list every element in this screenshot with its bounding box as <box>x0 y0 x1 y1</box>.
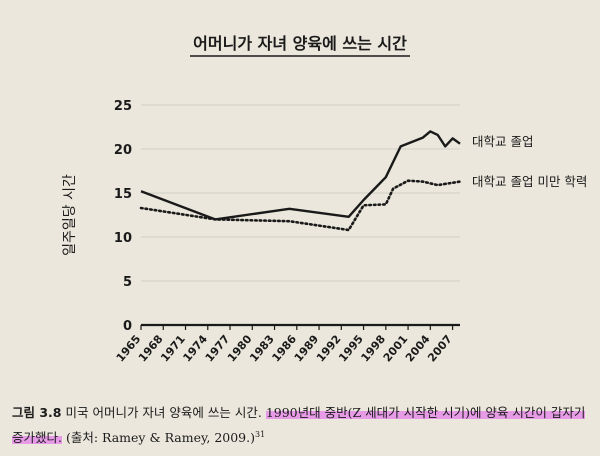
figure-caption: 그림 3.8 미국 어머니가 자녀 양육에 쓰는 시간. 1990년대 중반(Z… <box>12 402 592 449</box>
caption-text: 미국 어머니가 자녀 양육에 쓰는 시간. <box>65 405 262 420</box>
caption-footnote: 31 <box>254 430 266 439</box>
x-tick-labels: 1965196819711974197719801983198619891992… <box>114 325 455 364</box>
series-line-college-grad <box>140 130 461 221</box>
y-tick-label: 20 <box>114 143 132 158</box>
y-tick-label: 25 <box>114 99 132 114</box>
y-tick-label: 5 <box>123 275 132 290</box>
legend-below-college: 대학교 졸업 미만 학력 <box>472 174 587 189</box>
chart-title: 어머니가 자녀 양육에 쓰는 시간 <box>193 34 407 53</box>
y-tick-labels: 0 5 10 15 20 25 <box>114 99 132 334</box>
gridlines <box>141 104 460 327</box>
y-tick-label: 10 <box>114 231 132 246</box>
legend-college-grad: 대학교 졸업 <box>472 134 533 149</box>
chart: 어머니가 자녀 양육에 쓰는 시간 0 5 10 15 20 25 19651968197… <box>62 34 587 364</box>
x-tick-label: 2007 <box>425 333 455 365</box>
y-tick-label: 15 <box>114 187 132 202</box>
series-line-below-college <box>139 179 462 232</box>
y-tick-label: 0 <box>123 319 132 334</box>
caption-label: 그림 3.8 <box>12 405 62 420</box>
y-axis-label: 일주일당 시간 <box>62 174 78 256</box>
caption-source: (출처: Ramey & Ramey, 2009.) <box>65 430 255 446</box>
series-lines <box>139 130 462 232</box>
